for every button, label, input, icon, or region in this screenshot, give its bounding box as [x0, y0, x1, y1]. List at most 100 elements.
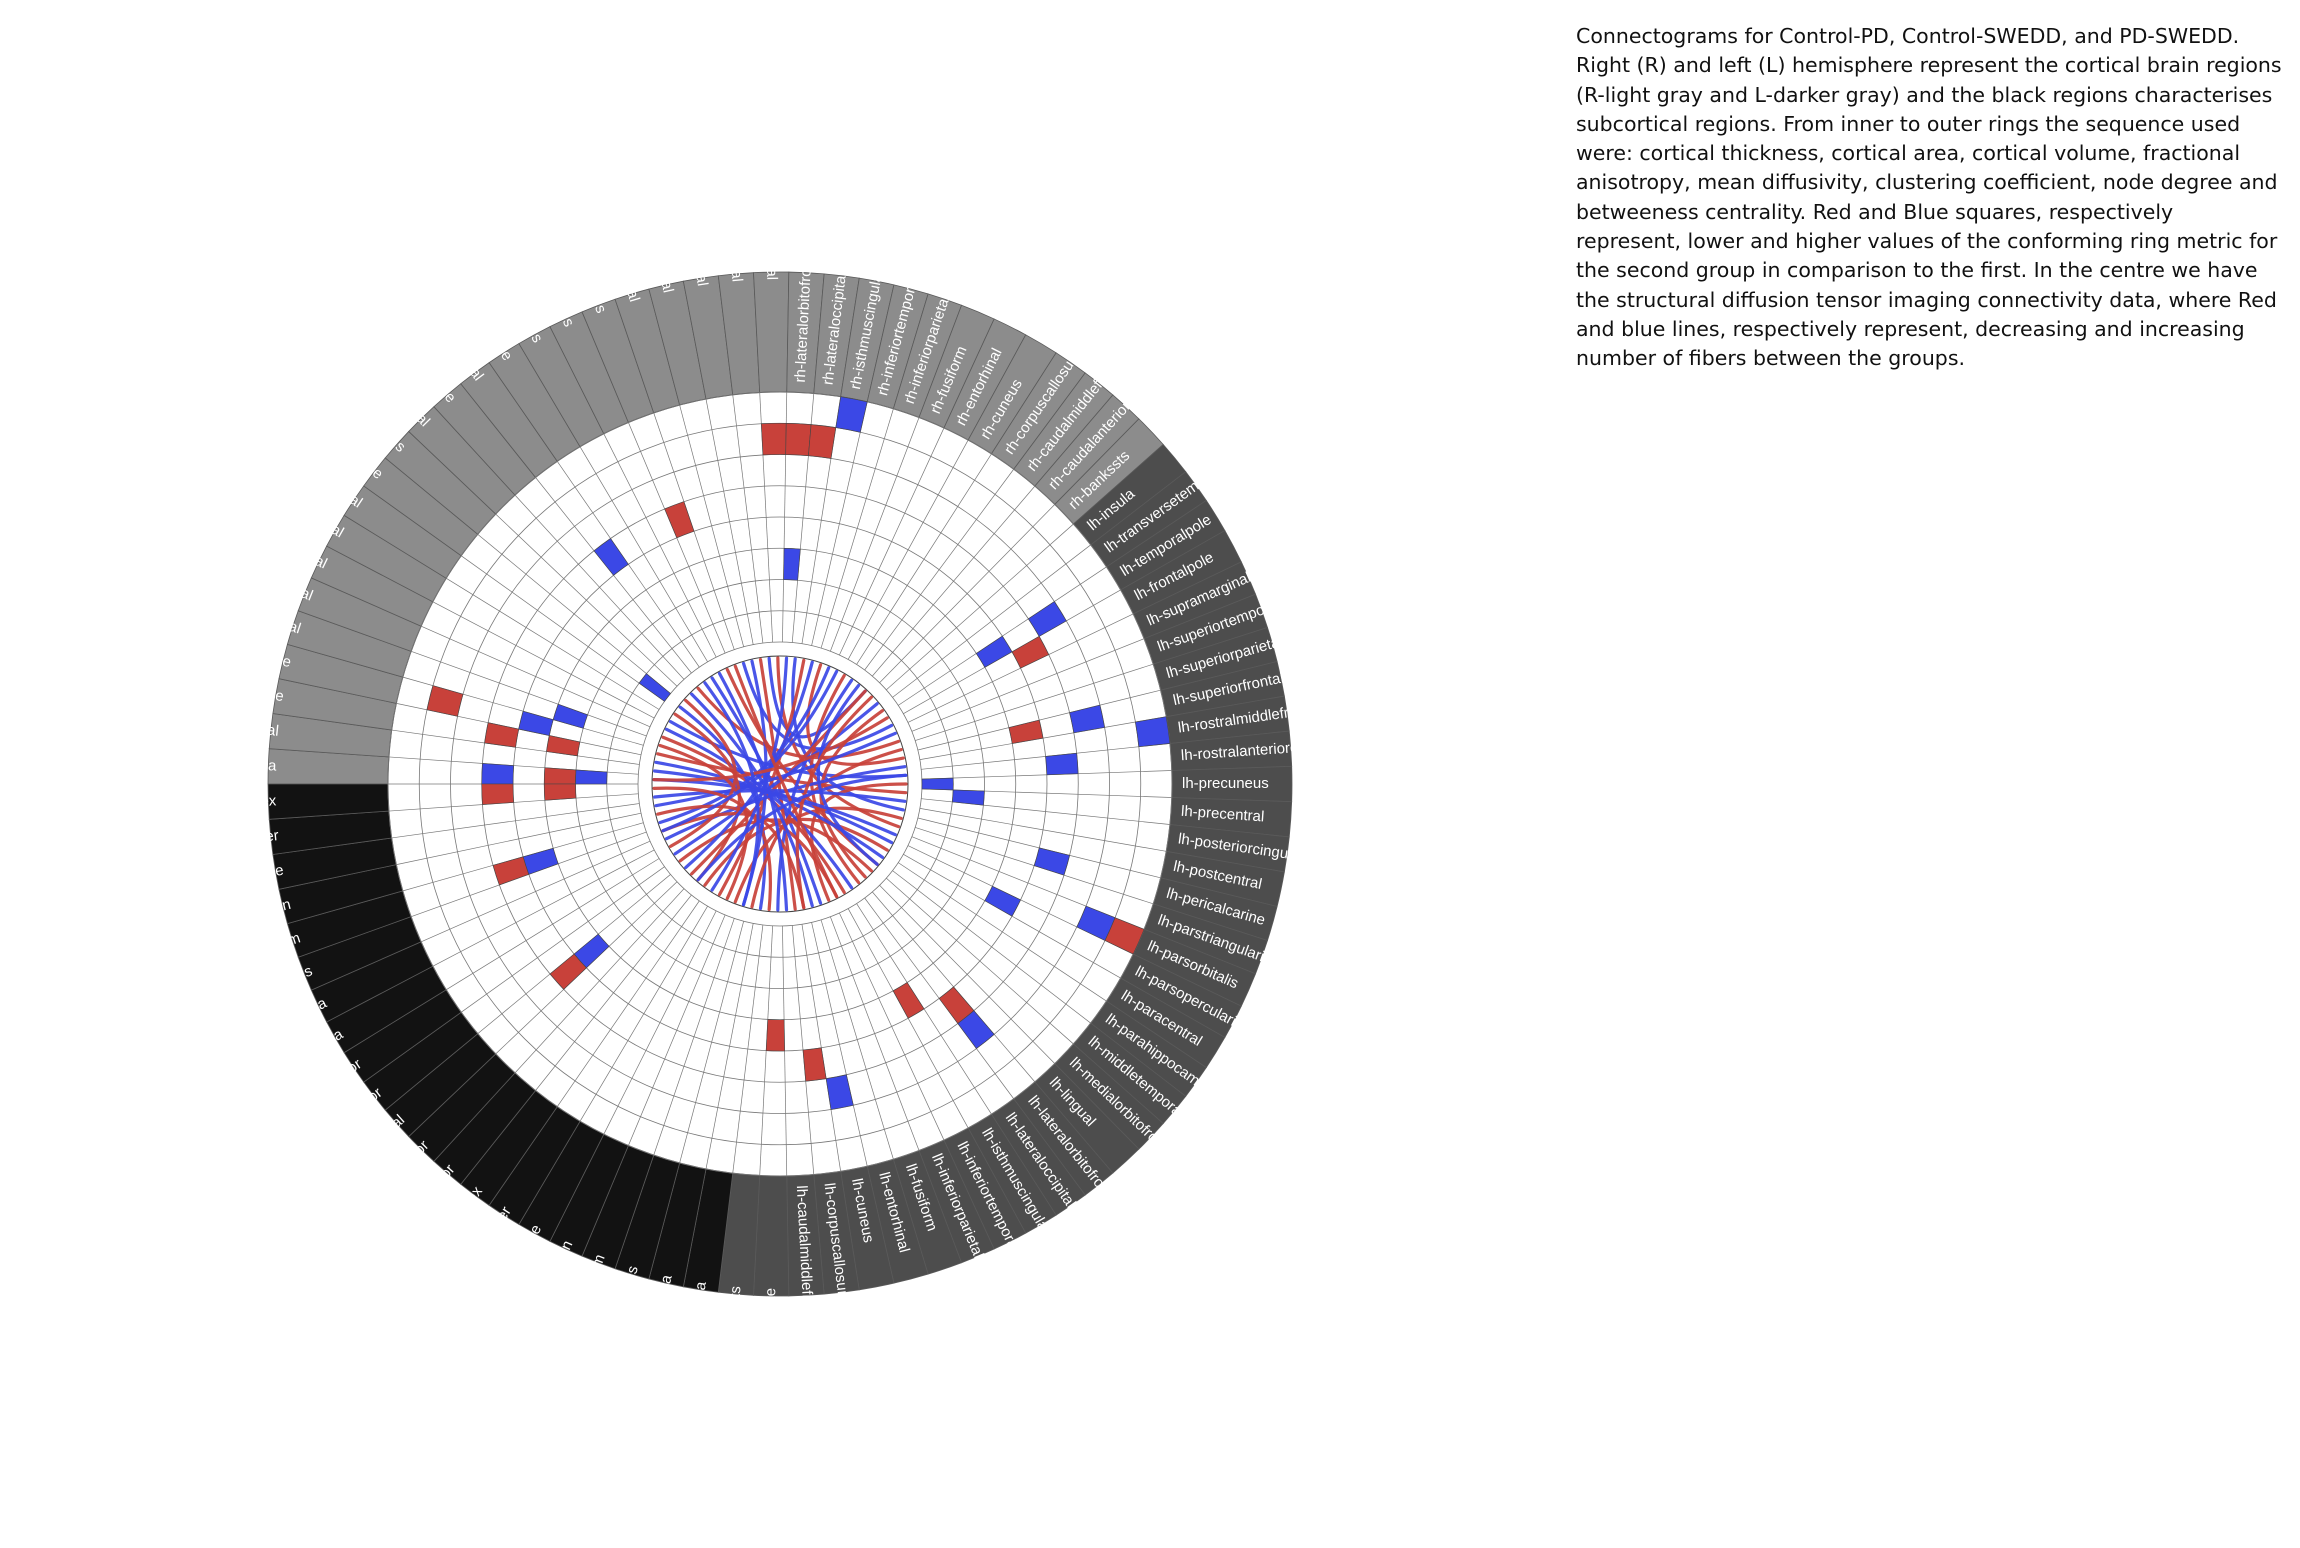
- link-increase: [710, 656, 789, 892]
- link-increase: [703, 681, 760, 907]
- segment-label: R-Pallidum: [228, 929, 303, 968]
- segment-band: [753, 271, 790, 393]
- segment-label: L-Pallidum: [568, 1252, 609, 1324]
- ring-mark-higher: [975, 635, 1013, 668]
- ring-divider: [864, 469, 1014, 671]
- ring-mark-lower: [543, 767, 577, 785]
- ring-mark-lower: [664, 501, 695, 539]
- ring-divider: [421, 840, 651, 943]
- ring-divider: [603, 910, 717, 1135]
- ring-divider: [603, 433, 717, 658]
- ring-mark-higher: [1069, 704, 1105, 734]
- ring-mark-lower: [492, 856, 530, 886]
- segment-label: L-Caudate: [497, 1222, 546, 1292]
- link-decrease: [809, 674, 861, 885]
- link-decrease: [795, 695, 873, 910]
- ring-divider: [679, 404, 744, 647]
- segment-label: rh-transversetemporal: [132, 708, 280, 740]
- ring-mark-higher: [921, 777, 954, 791]
- ring-divider: [495, 513, 678, 687]
- segment-label: rh-middletemporal: [675, 165, 711, 287]
- segment-label: R-Putamen: [215, 896, 293, 931]
- ring-divider: [898, 862, 1107, 1002]
- segment-label: rh-parahippocampal: [630, 161, 676, 295]
- ring-mark-lower: [765, 1019, 785, 1052]
- ring-divider: [579, 905, 708, 1122]
- segment-label: rh-insula: [219, 756, 278, 775]
- link-increase: [673, 702, 879, 856]
- link-increase: [717, 671, 789, 912]
- ring-mark-higher: [638, 673, 671, 702]
- segment-label: R-Caudate: [210, 862, 284, 891]
- ring-divider: [732, 394, 764, 644]
- segment-label: lh-precentral: [1180, 803, 1264, 826]
- ring-divider: [461, 555, 665, 702]
- connectivity-links: [651, 655, 909, 913]
- ring-mark-lower: [426, 685, 464, 717]
- segment-label: lh-caudalanteriorcingulate: [759, 1288, 779, 1460]
- ring-mark-higher: [783, 547, 801, 581]
- ring-mark-lower: [1104, 917, 1145, 955]
- ring-mark-higher: [593, 538, 629, 576]
- ring-mark-higher: [957, 1010, 995, 1049]
- ring-divider: [839, 427, 945, 656]
- ring-mark-lower: [481, 783, 514, 805]
- ring-divider: [820, 919, 894, 1160]
- ring-divider: [411, 651, 647, 737]
- segment-label: rh-frontalpole: [203, 633, 293, 671]
- ring-divider: [679, 921, 744, 1164]
- ring-divider: [811, 922, 868, 1167]
- ring-divider: [579, 446, 708, 663]
- connectogram: rh-insula rh-transversetemporalrh-tempora…: [132, 140, 1293, 1460]
- segment-label: rh-medialorbitofrontal: [716, 140, 745, 283]
- ring-divider: [839, 912, 945, 1141]
- ring-divider: [892, 544, 1091, 698]
- segment-label: rh-lingual: [762, 218, 780, 280]
- link-decrease: [733, 664, 839, 899]
- segment-label: lh-bankssts: [721, 1285, 744, 1362]
- segment-label: L-Putamen: [530, 1238, 576, 1312]
- ring-divider: [872, 485, 1036, 677]
- figure-caption: Connectograms for Control-PD, Control-SW…: [1576, 24, 2282, 371]
- ring-mark-lower: [549, 953, 587, 990]
- link-decrease: [776, 656, 901, 829]
- ring-divider: [461, 866, 665, 1013]
- ring-divider: [432, 601, 655, 719]
- segment-label: L-Cerebellum-Cortex: [389, 1183, 486, 1305]
- link-increase: [741, 661, 894, 751]
- ring-divider: [915, 663, 1154, 741]
- ring-divider: [446, 858, 660, 990]
- ring-mark-lower: [892, 982, 925, 1019]
- ring-mark-higher: [951, 789, 985, 806]
- ring-mark-lower: [1008, 719, 1044, 744]
- ring-mark-higher: [835, 396, 868, 433]
- ring-mark-higher: [1033, 847, 1070, 876]
- link-decrease: [678, 818, 873, 873]
- link-decrease: [652, 786, 772, 912]
- ring-divider: [628, 914, 726, 1146]
- ring-divider: [847, 439, 969, 660]
- ring-divider: [432, 849, 655, 967]
- ring-divider: [421, 625, 651, 728]
- ring-divider: [514, 888, 685, 1074]
- ring-mark-higher: [984, 885, 1021, 917]
- link-increase: [654, 760, 885, 859]
- ring-mark-higher: [1027, 601, 1067, 637]
- ring-divider: [705, 923, 754, 1170]
- link-decrease: [658, 743, 749, 901]
- ring-divider: [705, 398, 754, 645]
- link-decrease: [717, 658, 806, 897]
- ring-divider: [879, 504, 1056, 683]
- segment-label: rh-posteriorcingulate: [357, 291, 459, 406]
- ring-divider: [535, 894, 692, 1091]
- link-increase: [653, 788, 907, 803]
- segment-label: L-Amygdala: [641, 1273, 676, 1355]
- ring-divider: [919, 808, 1167, 852]
- link-decrease: [750, 748, 903, 909]
- ring-mark-lower: [546, 735, 581, 757]
- ring-mark-lower: [808, 424, 837, 459]
- ring-divider: [911, 638, 1145, 732]
- segment-label: L-Hippocampus: [595, 1264, 642, 1369]
- ring-mark-higher: [552, 703, 588, 729]
- segment-label: R-Thalamus-Proper: [147, 827, 280, 858]
